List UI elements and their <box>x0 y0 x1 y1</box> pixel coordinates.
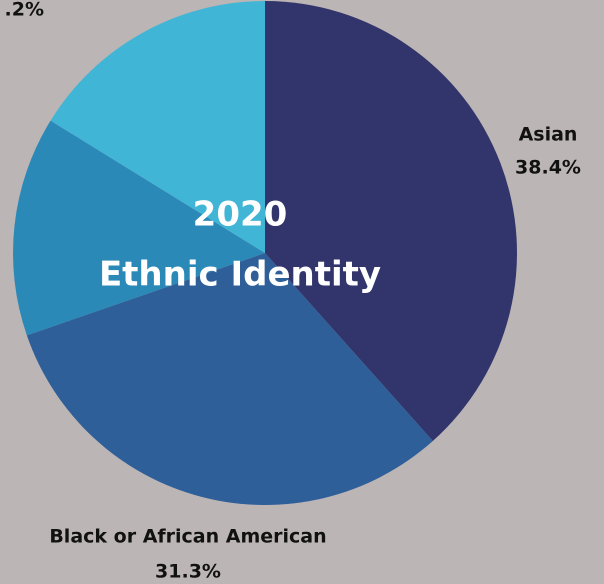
slice-label: Asian <box>519 124 578 146</box>
pie-slice <box>50 1 265 253</box>
pie-slice <box>265 1 518 441</box>
slice-value-label: 38.4% <box>515 157 581 179</box>
slice-value-label: .2% <box>5 0 44 21</box>
chart-title: 2020 <box>193 195 288 235</box>
pie-slice <box>12 120 265 336</box>
pie-slice <box>26 253 433 506</box>
slice-label: Black or African American <box>49 526 326 548</box>
pie <box>12 1 518 506</box>
chart-subtitle: Ethnic Identity <box>99 255 381 295</box>
slice-value-label: 31.3% <box>155 561 221 583</box>
